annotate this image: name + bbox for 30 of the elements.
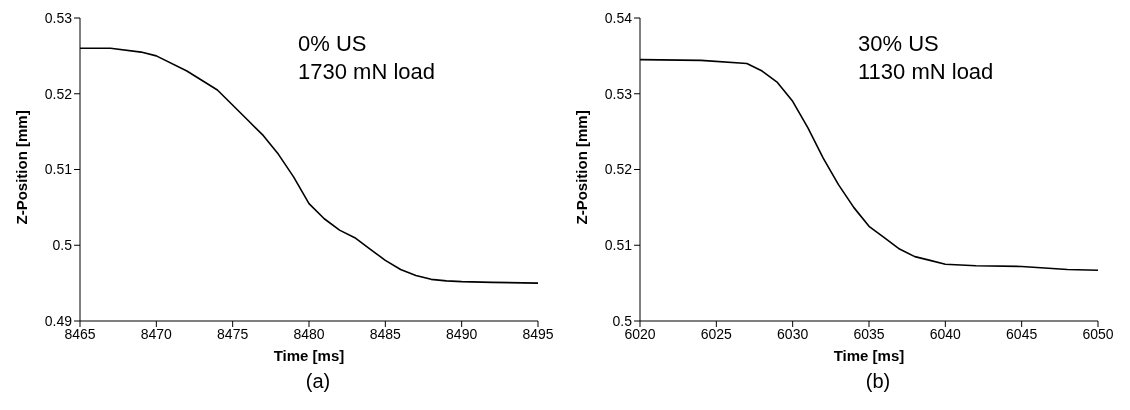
x-tick-label: 8490	[446, 325, 478, 342]
y-tick-label: 0.5	[52, 237, 73, 254]
y-tick-label: 0.51	[44, 161, 73, 178]
x-tick-label: 8470	[140, 325, 173, 342]
x-tick-label: 8480	[293, 325, 325, 342]
x-tick-label: 6045	[1006, 325, 1038, 342]
x-tick-label: 6040	[929, 325, 962, 342]
x-tick-label: 6035	[853, 325, 885, 342]
text: (a)	[304, 370, 332, 393]
x-tick-label: 6050	[1082, 325, 1114, 342]
y-tick-label: 0.53	[44, 9, 73, 26]
x-axis-title: Time [ms]	[833, 347, 905, 364]
text: (b)	[864, 370, 892, 393]
annotation: 30% US	[858, 30, 940, 58]
y-tick-label: 0.53	[604, 85, 633, 102]
x-tick-label: 8495	[522, 325, 554, 342]
annotation: 1130 mN load	[858, 58, 994, 86]
y-tick-label: 0.52	[44, 85, 73, 102]
y-axis-title: Z-Position [mm]	[13, 110, 31, 225]
x-tick-label: 6025	[700, 325, 733, 342]
y-axis-title: Z-Position [mm]	[573, 110, 591, 225]
x-axis-title: Time [ms]	[273, 347, 345, 364]
y-tick-label: 0.52	[604, 161, 633, 178]
x-tick-label: 8485	[369, 325, 402, 342]
y-tick-label: 0.54	[604, 9, 633, 26]
annotation: 0% US	[298, 30, 368, 58]
x-tick-label: 6030	[777, 325, 809, 342]
x-tick-label: 8475	[217, 325, 249, 342]
annotation: 1730 mN load	[298, 58, 435, 86]
y-tick-label: 0.51	[604, 237, 633, 254]
